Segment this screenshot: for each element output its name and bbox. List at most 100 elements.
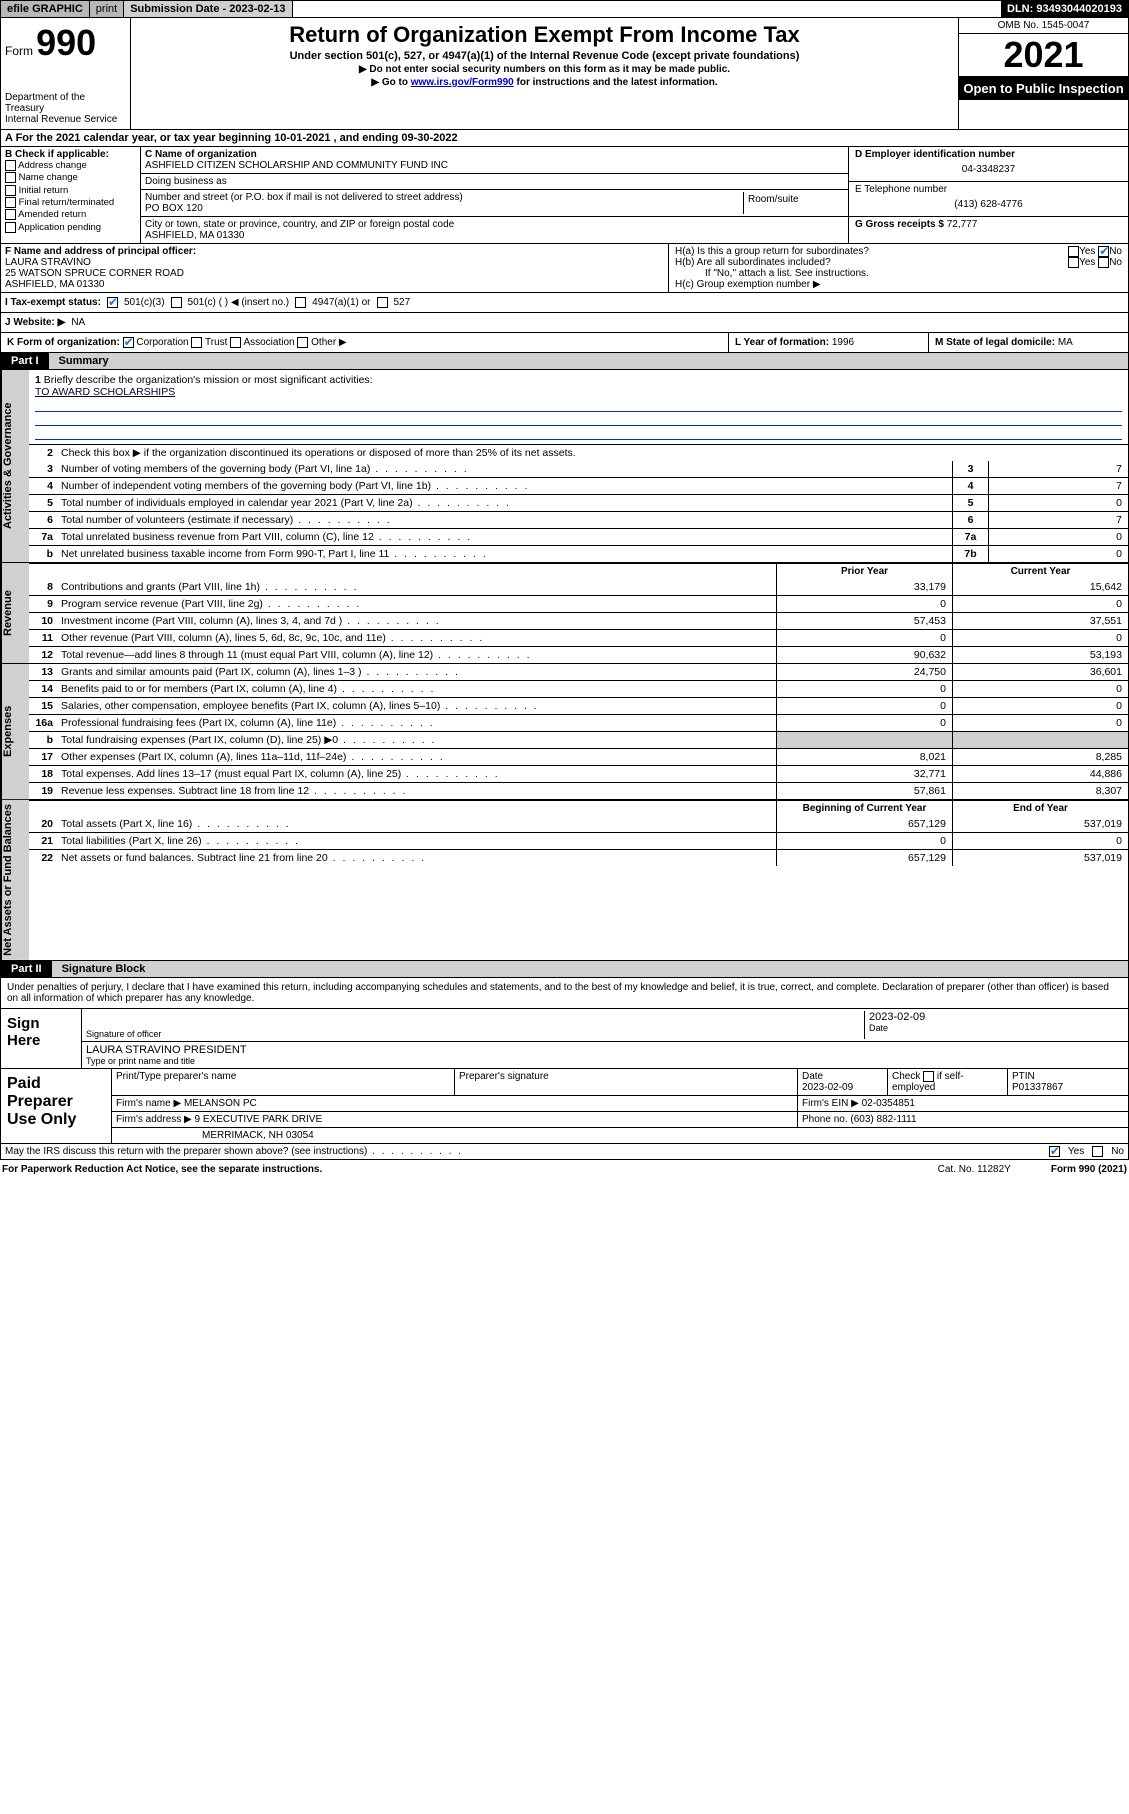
chk-corporation[interactable] [123, 337, 134, 348]
submission-date-label: Submission Date - [130, 3, 229, 15]
governance-section: Activities & Governance 1 Briefly descri… [0, 370, 1129, 563]
form-prefix: Form [5, 44, 33, 58]
print-button[interactable]: print [90, 1, 124, 17]
chk-application-pending[interactable]: Application pending [5, 222, 136, 234]
chk-discuss-yes[interactable] [1049, 1146, 1060, 1157]
chk-name-change[interactable]: Name change [5, 172, 136, 184]
city-label: City or town, state or province, country… [145, 219, 844, 230]
chk-initial-return[interactable]: Initial return [5, 185, 136, 197]
form-org-row: K Form of organization: Corporation Trus… [0, 333, 1129, 353]
mission-label: Briefly describe the organization's miss… [44, 374, 373, 386]
preparer-section: Paid Preparer Use Only Print/Type prepar… [0, 1069, 1129, 1144]
org-name-label: C Name of organization [145, 149, 844, 160]
cat-number: Cat. No. 11282Y [938, 1164, 1011, 1175]
form-header: Form 990 Department of the Treasury Inte… [0, 18, 1129, 130]
hb-label: H(b) Are all subordinates included? [675, 257, 831, 268]
year-formation: 1996 [832, 337, 854, 348]
net-assets-section: Net Assets or Fund Balances Beginning of… [0, 800, 1129, 961]
summary-line: 10Investment income (Part VIII, column (… [29, 612, 1128, 629]
row-i-label: I Tax-exempt status: [5, 297, 101, 308]
expenses-section: Expenses 13Grants and similar amounts pa… [0, 664, 1129, 800]
firm-name-label: Firm's name ▶ [116, 1098, 181, 1109]
tax-exempt-row: I Tax-exempt status: 501(c)(3) 501(c) ( … [0, 293, 1129, 313]
discuss-row: May the IRS discuss this return with the… [0, 1144, 1129, 1160]
sign-here-row: Sign Here Signature of officer 2023-02-0… [0, 1009, 1129, 1069]
chk-association[interactable] [230, 337, 241, 348]
summary-line: 19Revenue less expenses. Subtract line 1… [29, 782, 1128, 799]
firm-ein: 02-0354851 [862, 1098, 915, 1109]
part-i-title: Summary [49, 353, 1128, 369]
prep-sig-label: Preparer's signature [459, 1071, 793, 1082]
ptin: P01337867 [1012, 1082, 1124, 1093]
efile-button[interactable]: efile GRAPHIC [1, 1, 90, 17]
chk-other[interactable] [297, 337, 308, 348]
officer-addr2: ASHFIELD, MA 01330 [5, 279, 664, 290]
summary-line: 7aTotal unrelated business revenue from … [29, 528, 1128, 545]
summary-line: 13Grants and similar amounts paid (Part … [29, 664, 1128, 680]
topbar: efile GRAPHIC print Submission Date - 20… [0, 0, 1129, 18]
summary-line: bTotal fundraising expenses (Part IX, co… [29, 731, 1128, 748]
summary-line: 22Net assets or fund balances. Subtract … [29, 849, 1128, 866]
firm-addr: 9 EXECUTIVE PARK DRIVE [195, 1114, 323, 1125]
chk-self-employed[interactable]: Check if self-employed [892, 1071, 964, 1093]
firm-city: MERRIMACK, NH 03054 [112, 1128, 1128, 1143]
part-ii-title: Signature Block [52, 961, 1128, 977]
no-label: No [1111, 1146, 1124, 1157]
ein: 04-3348237 [855, 160, 1122, 179]
chk-501c[interactable] [171, 297, 182, 308]
ptin-label: PTIN [1012, 1071, 1124, 1082]
submission-date: Submission Date - 2023-02-13 [124, 1, 292, 17]
form-note-1: ▶ Do not enter social security numbers o… [139, 64, 950, 75]
domicile-label: M State of legal domicile: [935, 337, 1055, 348]
chk-trust[interactable] [191, 337, 202, 348]
chk-discuss-no[interactable] [1092, 1146, 1103, 1157]
form-note-2: ▶ Go to www.irs.gov/Form990 for instruct… [139, 77, 950, 88]
street-label: Number and street (or P.O. box if mail i… [145, 192, 743, 203]
chk-amended-return[interactable]: Amended return [5, 209, 136, 221]
tel-label: E Telephone number [855, 184, 1122, 195]
officer-addr1: 25 WATSON SPRUCE CORNER ROAD [5, 268, 664, 279]
chk-501c3[interactable] [107, 297, 118, 308]
summary-line: 12Total revenue—add lines 8 through 11 (… [29, 646, 1128, 663]
summary-line: 8Contributions and grants (Part VIII, li… [29, 579, 1128, 595]
chk-final-return[interactable]: Final return/terminated [5, 197, 136, 209]
summary-line: 21Total liabilities (Part X, line 26)00 [29, 832, 1128, 849]
part-i-header: Part I Summary [0, 353, 1129, 370]
telephone: (413) 628-4776 [855, 195, 1122, 214]
hb-note: If "No," attach a list. See instructions… [675, 268, 1122, 279]
paperwork-footer: For Paperwork Reduction Act Notice, see … [0, 1160, 1129, 1179]
summary-line: 20Total assets (Part X, line 16)657,1295… [29, 816, 1128, 832]
summary-line: bNet unrelated business taxable income f… [29, 545, 1128, 562]
signer-name: LAURA STRAVINO PRESIDENT [86, 1044, 1124, 1056]
line-2: Check this box ▶ if the organization dis… [57, 445, 1128, 461]
summary-line: 15Salaries, other compensation, employee… [29, 697, 1128, 714]
part-ii-header: Part II Signature Block [0, 961, 1129, 978]
org-name: ASHFIELD CITIZEN SCHOLARSHIP AND COMMUNI… [145, 160, 844, 171]
domicile: MA [1058, 337, 1073, 348]
chk-4947[interactable] [295, 297, 306, 308]
discuss-question: May the IRS discuss this return with the… [5, 1146, 463, 1157]
website-label: J Website: ▶ [5, 317, 65, 328]
prep-date-label: Date [802, 1071, 883, 1082]
chk-527[interactable] [377, 297, 388, 308]
website-row: J Website: ▶ NA [0, 313, 1129, 333]
beginning-year-hdr: Beginning of Current Year [776, 801, 952, 816]
preparer-title: Paid Preparer Use Only [1, 1069, 111, 1143]
signer-name-label: Type or print name and title [86, 1056, 1124, 1066]
prior-year-hdr: Prior Year [776, 564, 952, 579]
summary-line: 5Total number of individuals employed in… [29, 494, 1128, 511]
row-k-label: K Form of organization: [7, 337, 120, 348]
dln: DLN: 93493044020193 [1001, 1, 1128, 17]
firm-addr-label: Firm's address ▶ [116, 1114, 192, 1125]
form-ref: Form 990 (2021) [1051, 1164, 1127, 1175]
signature-declaration: Under penalties of perjury, I declare th… [0, 978, 1129, 1009]
form-title: Return of Organization Exempt From Incom… [139, 22, 950, 48]
chk-address-change[interactable]: Address change [5, 160, 136, 172]
irs-link[interactable]: www.irs.gov/Form990 [411, 77, 514, 88]
city: ASHFIELD, MA 01330 [145, 230, 844, 241]
part-ii-tab: Part II [1, 961, 52, 977]
officer-group-row: F Name and address of principal officer:… [0, 244, 1129, 293]
part-i-tab: Part I [1, 353, 49, 369]
yes-label: Yes [1068, 1146, 1084, 1157]
entity-info: B Check if applicable: Address change Na… [0, 147, 1129, 244]
